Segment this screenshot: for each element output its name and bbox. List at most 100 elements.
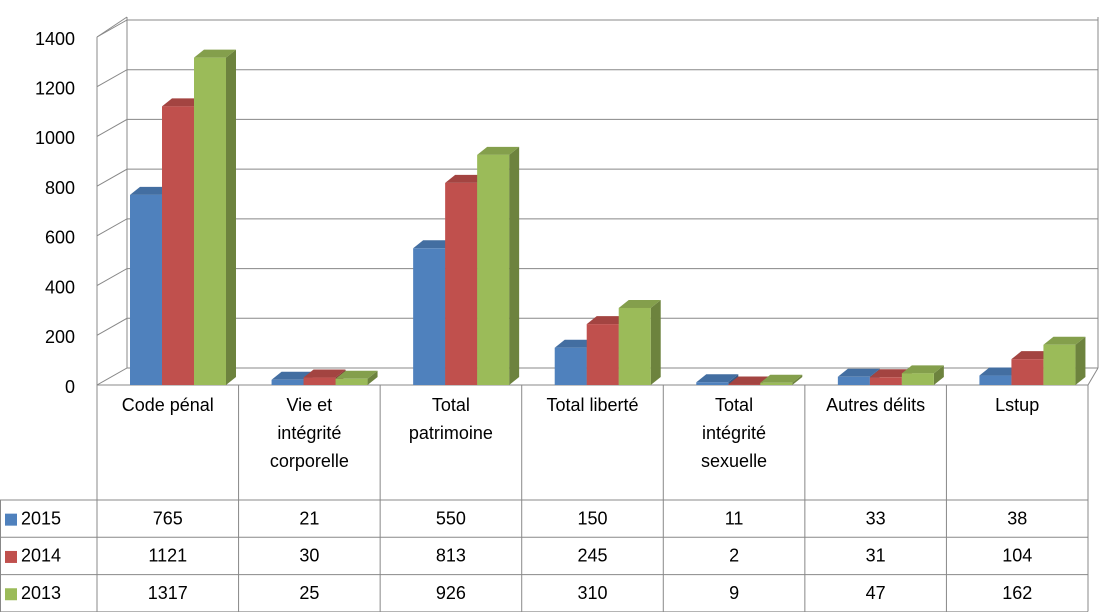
table-value: 162 xyxy=(1002,583,1032,603)
legend-swatch xyxy=(5,588,17,601)
x-tick-label: Autres délits xyxy=(826,395,926,415)
bar-top xyxy=(618,299,661,308)
bar-top xyxy=(728,376,771,385)
bar-top xyxy=(901,365,944,374)
table-value: 1317 xyxy=(148,583,188,603)
bar xyxy=(445,182,478,385)
x-tick-label: Total liberté xyxy=(546,395,639,415)
table-value: 150 xyxy=(577,508,607,528)
x-tick-label: Total intégrité sexuelle xyxy=(701,395,768,471)
legend-swatch xyxy=(5,513,17,526)
table-value: 765 xyxy=(153,508,183,528)
y-tick-label: 1000 xyxy=(35,128,75,148)
bar-top xyxy=(979,367,1022,376)
table-value: 9 xyxy=(729,583,739,603)
legend-label: 2013 xyxy=(21,583,61,603)
category-cell: Total intégrité sexuelle xyxy=(701,395,768,471)
bar-top xyxy=(554,339,597,348)
bar-side xyxy=(728,374,739,385)
floor-right xyxy=(1087,367,1099,386)
bar-top xyxy=(1011,351,1054,360)
legend-label: 2014 xyxy=(21,546,61,566)
table-value: 1121 xyxy=(148,546,187,566)
bar xyxy=(837,376,870,385)
grid-line xyxy=(96,317,1098,336)
y-tick-label: 400 xyxy=(45,277,75,297)
bar-side xyxy=(650,299,661,385)
table-value: 926 xyxy=(436,583,466,603)
category-cell: Total patrimoine xyxy=(408,395,493,443)
bar-top xyxy=(335,370,378,379)
y-tick-label: 1200 xyxy=(35,78,75,98)
table-value: 11 xyxy=(725,508,744,528)
x-tick-label: Code pénal xyxy=(121,395,214,415)
bar xyxy=(696,382,729,385)
bar-top xyxy=(477,146,520,155)
bar xyxy=(760,382,793,385)
x-tick-label: Vie et intégrité corporelle xyxy=(269,395,349,471)
bar xyxy=(194,57,226,385)
y-tick-label: 600 xyxy=(45,228,75,248)
table-value: 25 xyxy=(299,583,319,603)
table-value: 47 xyxy=(866,583,886,603)
bar xyxy=(271,379,304,385)
table-value: 30 xyxy=(299,546,319,566)
bar-top xyxy=(837,368,880,377)
bar xyxy=(162,106,194,385)
bar-top xyxy=(1043,336,1086,345)
bar-top xyxy=(303,369,346,378)
bar-top xyxy=(413,240,456,249)
bar-side xyxy=(1075,336,1086,385)
bar-top xyxy=(445,174,488,183)
legend-label: 2015 xyxy=(21,508,61,528)
table-value: 550 xyxy=(436,508,466,528)
table-value: 21 xyxy=(299,508,319,528)
bar-top xyxy=(869,369,912,378)
grid-line xyxy=(96,168,1098,187)
y-tick-label: 1400 xyxy=(35,29,75,49)
table-value: 245 xyxy=(577,546,607,566)
table-value: 104 xyxy=(1002,546,1032,566)
bar xyxy=(477,154,510,385)
bar-top xyxy=(130,186,172,195)
category-cell: Lstup xyxy=(995,395,1040,415)
bar-top xyxy=(194,49,236,58)
grid-line xyxy=(96,69,1098,88)
bar-side xyxy=(226,49,236,385)
bar xyxy=(130,194,162,385)
bar xyxy=(413,248,446,385)
bar xyxy=(586,324,619,385)
bar xyxy=(303,377,336,385)
table-value: 38 xyxy=(1007,508,1027,528)
category-cell: Total liberté xyxy=(546,395,639,415)
x-tick-label: Total patrimoine xyxy=(408,395,493,443)
bar-side xyxy=(933,365,944,385)
table-value: 2 xyxy=(729,546,739,566)
bar xyxy=(979,375,1012,385)
bar xyxy=(618,307,651,385)
bar-top xyxy=(271,371,314,380)
table-value: 813 xyxy=(436,546,466,566)
bar-top xyxy=(760,374,803,383)
category-cell: Code pénal xyxy=(121,395,214,415)
bar xyxy=(554,347,587,385)
y-tick-label: 800 xyxy=(45,178,75,198)
bar-side xyxy=(367,370,378,385)
grid-line xyxy=(96,118,1098,137)
bar xyxy=(335,378,368,385)
bar xyxy=(1011,359,1044,385)
y-tick-label: 200 xyxy=(45,327,75,347)
bar-top xyxy=(162,98,204,107)
grid-line xyxy=(96,367,1098,386)
bar xyxy=(901,373,934,385)
grid-line xyxy=(96,19,1098,38)
legend-swatch xyxy=(5,550,17,563)
bar-side xyxy=(509,146,520,385)
table-value: 33 xyxy=(866,508,886,528)
table-value: 31 xyxy=(866,546,886,566)
bar xyxy=(1043,344,1076,385)
x-tick-label: Lstup xyxy=(995,395,1040,415)
bar xyxy=(869,377,902,385)
y-tick-label: 0 xyxy=(65,377,75,397)
